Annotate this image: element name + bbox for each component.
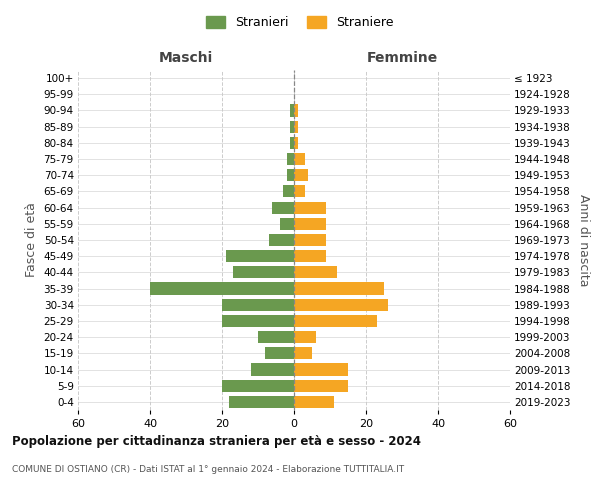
Bar xyxy=(294,348,312,360)
Y-axis label: Anni di nascita: Anni di nascita xyxy=(577,194,590,286)
Bar xyxy=(294,396,334,408)
Bar xyxy=(290,120,294,132)
Bar xyxy=(283,186,294,198)
Bar xyxy=(222,380,294,392)
Bar xyxy=(294,364,348,376)
Bar xyxy=(269,234,294,246)
Bar xyxy=(294,282,384,294)
Text: Popolazione per cittadinanza straniera per età e sesso - 2024: Popolazione per cittadinanza straniera p… xyxy=(12,435,421,448)
Bar xyxy=(287,169,294,181)
Bar xyxy=(251,364,294,376)
Bar xyxy=(222,298,294,311)
Bar xyxy=(294,266,337,278)
Bar xyxy=(294,169,308,181)
Text: COMUNE DI OSTIANO (CR) - Dati ISTAT al 1° gennaio 2024 - Elaborazione TUTTITALIA: COMUNE DI OSTIANO (CR) - Dati ISTAT al 1… xyxy=(12,465,404,474)
Bar xyxy=(290,104,294,117)
Bar xyxy=(294,298,388,311)
Legend: Stranieri, Straniere: Stranieri, Straniere xyxy=(202,11,398,34)
Bar xyxy=(294,331,316,343)
Bar xyxy=(280,218,294,230)
Bar xyxy=(294,315,377,327)
Bar xyxy=(258,331,294,343)
Y-axis label: Fasce di età: Fasce di età xyxy=(25,202,38,278)
Bar xyxy=(294,250,326,262)
Bar xyxy=(290,137,294,149)
Bar xyxy=(150,282,294,294)
Bar xyxy=(294,137,298,149)
Bar xyxy=(294,202,326,213)
Bar xyxy=(222,315,294,327)
Bar xyxy=(294,153,305,165)
Bar xyxy=(294,218,326,230)
Bar xyxy=(229,396,294,408)
Bar xyxy=(294,186,305,198)
Bar xyxy=(287,153,294,165)
Bar xyxy=(272,202,294,213)
Bar xyxy=(294,234,326,246)
Bar xyxy=(233,266,294,278)
Bar xyxy=(294,380,348,392)
Bar xyxy=(265,348,294,360)
Text: Maschi: Maschi xyxy=(159,51,213,65)
Bar xyxy=(226,250,294,262)
Bar xyxy=(294,104,298,117)
Bar xyxy=(294,120,298,132)
Text: Femmine: Femmine xyxy=(367,51,437,65)
